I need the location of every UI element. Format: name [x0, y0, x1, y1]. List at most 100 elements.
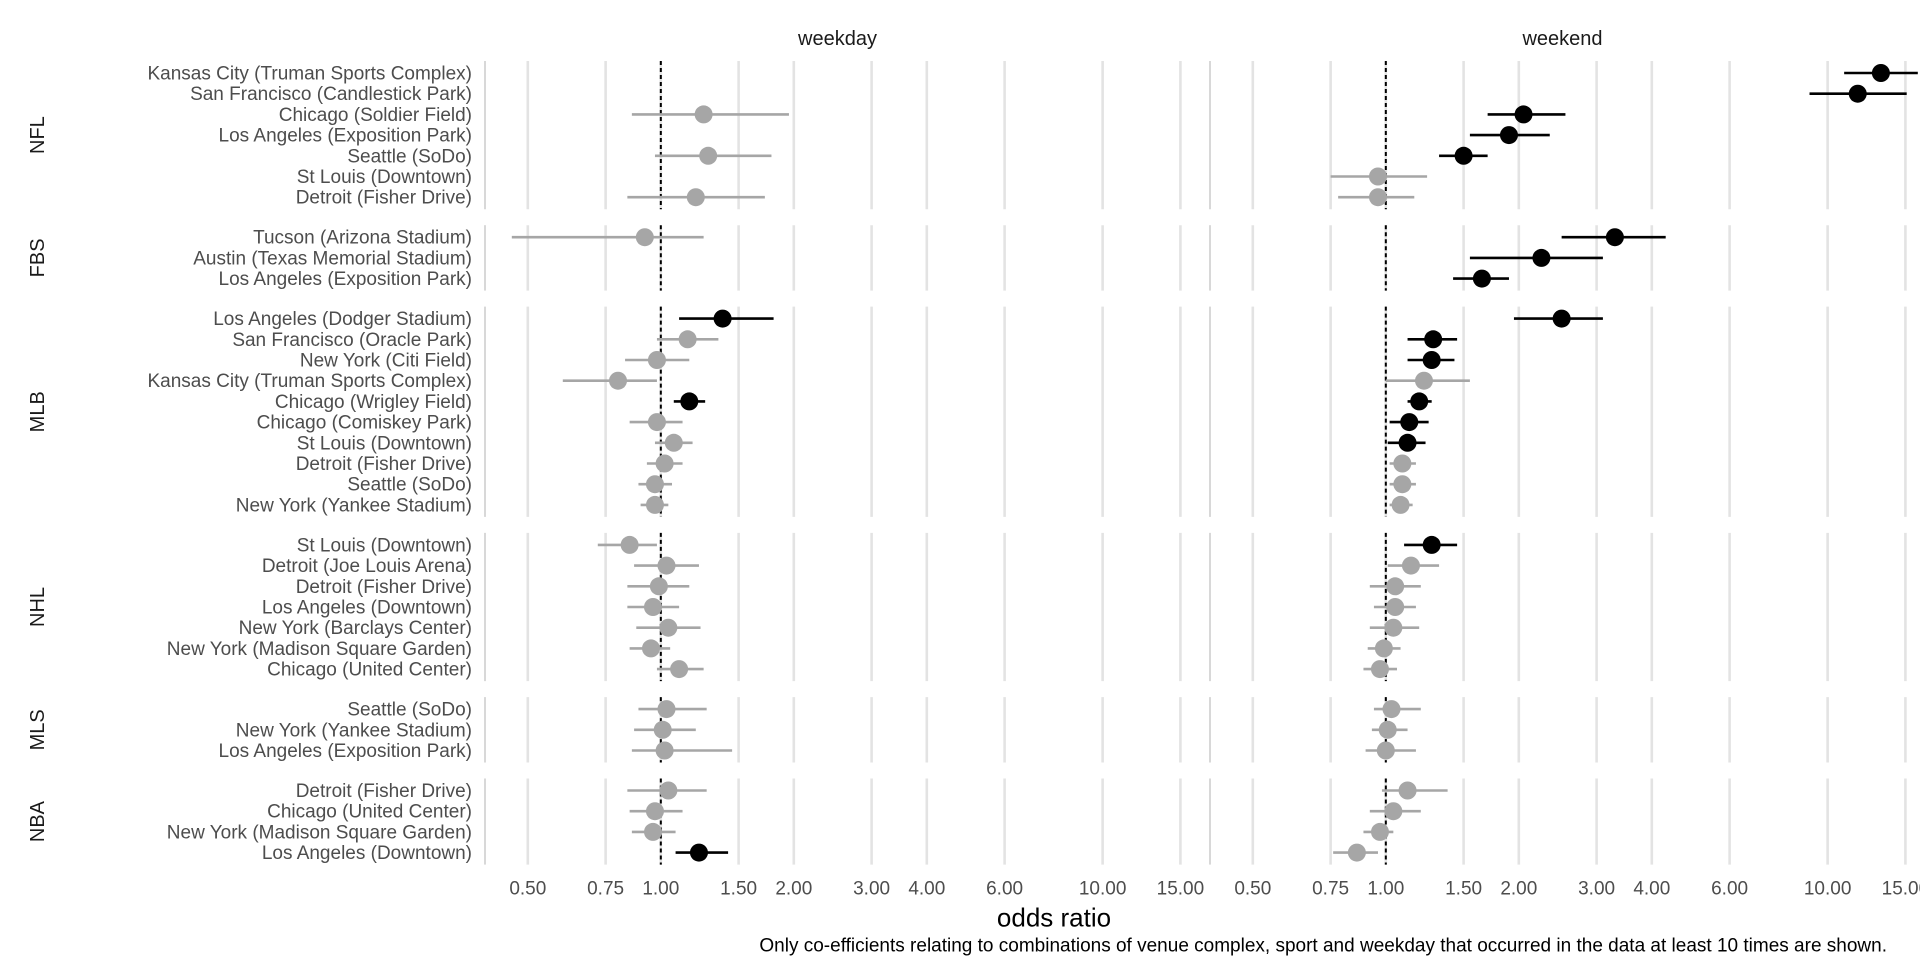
row-label: Austin (Texas Memorial Stadium) — [193, 248, 472, 269]
row-label: New York (Yankee Stadium) — [236, 720, 472, 741]
row-label: Seattle (SoDo) — [347, 700, 472, 721]
point-estimate — [620, 535, 639, 554]
point-estimate — [645, 495, 664, 514]
point-estimate — [647, 413, 666, 432]
point-estimate — [647, 351, 666, 369]
point-estimate — [1401, 556, 1420, 575]
x-tick-label: 3.00 — [853, 879, 890, 900]
point-estimate — [1391, 495, 1410, 514]
x-tick-label: 4.00 — [1633, 879, 1670, 900]
point-estimate — [678, 330, 697, 349]
point-estimate — [643, 822, 662, 841]
point-estimate — [1454, 146, 1473, 165]
x-tick-label: 1.50 — [720, 879, 757, 900]
row-label: Chicago (Soldier Field) — [279, 105, 472, 126]
point-estimate — [1514, 105, 1533, 124]
point-estimate — [1370, 822, 1389, 841]
row-label: San Francisco (Candlestick Park) — [190, 84, 472, 105]
point-estimate — [1368, 167, 1387, 186]
point-estimate — [1382, 700, 1401, 719]
row-label: Kansas City (Truman Sports Complex) — [147, 64, 472, 85]
point-estimate — [670, 660, 689, 679]
row-label: Detroit (Fisher Drive) — [296, 781, 472, 802]
point-estimate — [664, 433, 683, 452]
point-estimate — [1370, 660, 1389, 679]
row-label: Los Angeles (Dodger Stadium) — [213, 309, 472, 330]
point-estimate — [608, 371, 627, 390]
point-estimate — [649, 577, 668, 596]
x-tick-label: 15.00 — [1882, 879, 1920, 900]
point-estimate — [1398, 433, 1417, 452]
row-label: New York (Barclays Center) — [239, 618, 472, 639]
point-estimate — [657, 556, 676, 575]
x-tick-label: 2.00 — [775, 879, 812, 900]
row-label: Los Angeles (Exposition Park) — [219, 269, 472, 290]
point-estimate — [1400, 413, 1419, 432]
point-estimate — [1422, 351, 1441, 369]
row-label: Los Angeles (Downtown) — [262, 598, 472, 619]
sport-strip-label: NBA — [27, 800, 49, 842]
point-estimate — [1552, 309, 1571, 328]
sport-strip-label: FBS — [27, 238, 49, 277]
row-label: Chicago (United Center) — [267, 660, 472, 681]
x-tick-label: 3.00 — [1578, 879, 1615, 900]
point-estimate — [1368, 188, 1387, 207]
x-tick-label: 0.50 — [1234, 879, 1271, 900]
x-tick-label: 6.00 — [1711, 879, 1748, 900]
point-estimate — [1376, 741, 1395, 760]
row-label: Kansas City (Truman Sports Complex) — [147, 371, 472, 392]
sport-strip-label: NHL — [27, 587, 49, 627]
point-estimate — [713, 309, 732, 328]
point-estimate — [1422, 535, 1441, 554]
point-estimate — [1410, 392, 1429, 411]
panel-title-weekend: weekend — [1521, 28, 1602, 50]
point-estimate — [1848, 84, 1867, 103]
row-label: Tucson (Arizona Stadium) — [253, 228, 472, 249]
point-estimate — [1384, 802, 1403, 821]
point-estimate — [694, 105, 713, 124]
row-label: Los Angeles (Exposition Park) — [219, 741, 472, 762]
x-tick-label: 4.00 — [908, 879, 945, 900]
point-estimate — [655, 454, 674, 473]
point-estimate — [641, 639, 660, 658]
point-estimate — [657, 700, 676, 719]
point-estimate — [643, 598, 662, 616]
panel-title-weekday: weekday — [797, 28, 877, 50]
x-tick-label: 1.00 — [1367, 879, 1404, 900]
point-estimate — [1393, 454, 1412, 473]
row-label: Los Angeles (Exposition Park) — [219, 126, 472, 147]
x-tick-label: 2.00 — [1500, 879, 1537, 900]
row-label: Detroit (Fisher Drive) — [296, 577, 472, 598]
point-estimate — [1499, 126, 1518, 145]
row-label: Los Angeles (Downtown) — [262, 843, 472, 864]
row-label: San Francisco (Oracle Park) — [232, 330, 472, 351]
x-tick-label: 1.50 — [1445, 879, 1482, 900]
sport-strip-label: NFL — [27, 116, 49, 154]
point-estimate — [1414, 371, 1433, 390]
x-tick-label: 10.00 — [1079, 879, 1127, 900]
point-estimate — [699, 146, 718, 165]
point-estimate — [1398, 781, 1417, 800]
point-estimate — [1374, 639, 1393, 658]
row-label: Chicago (United Center) — [267, 802, 472, 823]
x-tick-label: 6.00 — [986, 879, 1023, 900]
point-estimate — [655, 741, 674, 760]
row-label: St Louis (Downtown) — [297, 167, 472, 188]
row-label: Detroit (Fisher Drive) — [296, 188, 472, 209]
point-estimate — [645, 475, 664, 494]
row-label: St Louis (Downtown) — [297, 535, 472, 556]
x-tick-label: 0.75 — [1312, 879, 1349, 900]
sport-strip-label: MLS — [27, 709, 49, 750]
row-label: Chicago (Wrigley Field) — [275, 392, 472, 413]
point-estimate — [1384, 618, 1403, 637]
x-tick-label: 15.00 — [1157, 879, 1205, 900]
row-label: St Louis (Downtown) — [297, 433, 472, 454]
row-label: New York (Citi Field) — [300, 351, 472, 372]
row-label: Seattle (SoDo) — [347, 146, 472, 167]
point-estimate — [1472, 269, 1491, 288]
row-label: New York (Madison Square Garden) — [167, 639, 472, 660]
x-tick-label: 10.00 — [1804, 879, 1852, 900]
point-estimate — [1386, 577, 1405, 596]
